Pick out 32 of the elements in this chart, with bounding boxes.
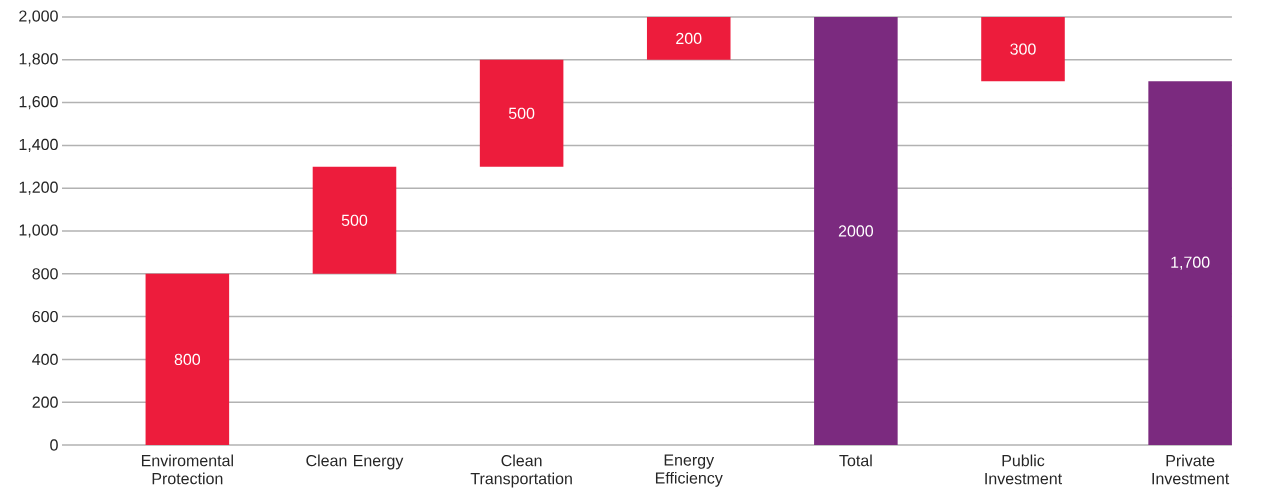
data-label: 200	[676, 32, 702, 45]
data-label: 2000	[838, 225, 874, 237]
y-tick-label: 200	[32, 396, 58, 408]
y-tick-label: 800	[32, 268, 58, 280]
y-tick-label: 400	[32, 353, 58, 366]
bar	[981, 17, 1065, 82]
data-label: 300	[1010, 43, 1036, 55]
bar	[814, 17, 898, 445]
y-tick-label: 1,200	[19, 181, 58, 195]
y-tick-label: 1,800	[19, 53, 58, 67]
y-tick-label: 0	[50, 439, 58, 451]
x-tick-label: Energy Efficiency	[655, 454, 723, 487]
y-tick-label: 600	[32, 310, 58, 323]
x-tick-label: Private Investment	[1152, 454, 1230, 485]
y-tick-label: 2,000	[19, 10, 58, 24]
data-label: 1,700	[1171, 256, 1210, 270]
bar	[479, 59, 564, 167]
x-tick-label: Enviromental Protection	[141, 454, 233, 485]
y-tick-label: 1,000	[19, 224, 58, 238]
data-label: 500	[508, 107, 535, 119]
y-tick-label: 1,400	[19, 138, 58, 152]
x-tick-label: Total	[839, 454, 872, 467]
bar	[312, 166, 397, 274]
x-tick-label: Public Investment	[985, 454, 1063, 485]
bar	[145, 273, 230, 445]
data-label: 500	[341, 214, 368, 226]
x-tick-label: Clean Transportation	[470, 454, 572, 488]
data-label: 800	[174, 353, 201, 366]
x-tick-label: Clean Energy	[306, 454, 404, 470]
bar	[1148, 81, 1232, 445]
bar	[646, 17, 731, 60]
y-tick-label: 1,600	[19, 95, 58, 110]
